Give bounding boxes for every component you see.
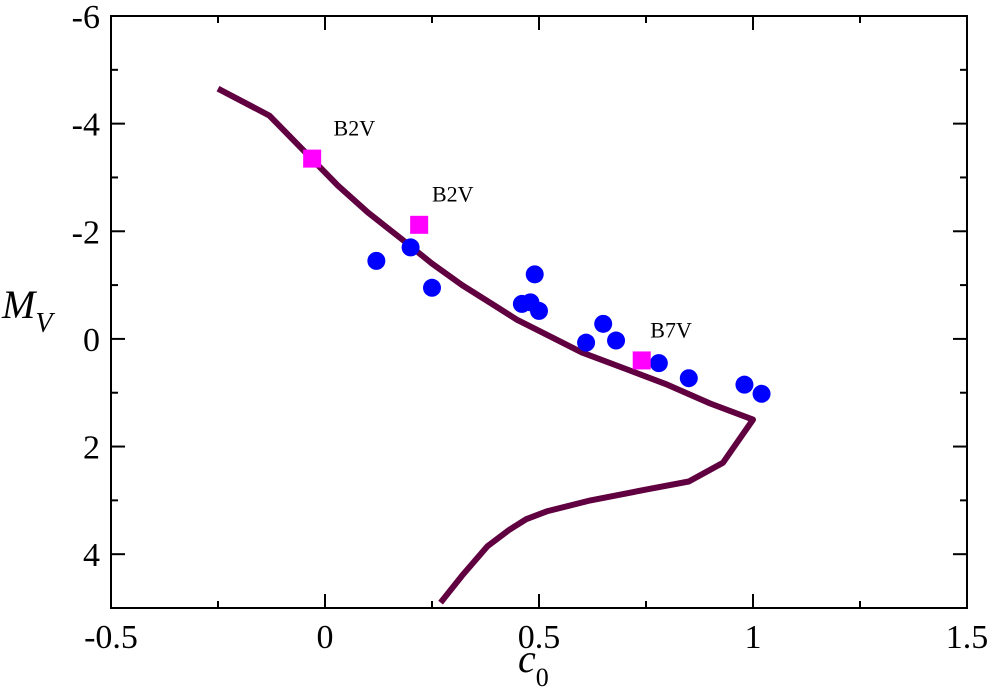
y-axis-title-main: M [1, 282, 38, 327]
x-tick-labels: -0.5 0 0.5 1 1.5 [84, 619, 988, 656]
y-tick-label: -4 [72, 107, 100, 144]
y-tick-label: -2 [72, 214, 100, 251]
x-axis-title: c0 [518, 636, 549, 692]
axis-ticks [110, 15, 968, 609]
star-point [594, 314, 613, 333]
x-axis-title-sub: 0 [536, 663, 549, 692]
star-point [530, 301, 548, 320]
standard-star-square [632, 351, 651, 370]
y-tick-label: 2 [83, 430, 100, 467]
y-tick-label: 4 [83, 537, 100, 574]
spectral-type-annotation: B7V [650, 317, 692, 342]
y-axis-title: MV [1, 282, 55, 339]
series-lines [216, 86, 756, 605]
star-point [525, 265, 544, 284]
zams-curve-line [216, 86, 756, 605]
x-tick-label: 0 [317, 619, 334, 656]
y-tick-label: -6 [72, 0, 100, 36]
star-point [679, 369, 698, 388]
standard-star-square [303, 149, 322, 168]
series-points [303, 149, 771, 403]
spectral-type-annotation: B2V [432, 182, 474, 207]
star-point [577, 333, 596, 352]
spectral-type-annotation: B2V [334, 115, 376, 140]
y-tick-label: 0 [83, 322, 100, 359]
x-tick-label: 1 [745, 619, 762, 656]
standard-star-square [410, 215, 429, 234]
y-tick-labels: -6 -4 -2 0 2 4 [72, 0, 100, 574]
star-point [649, 354, 668, 373]
x-tick-label: 0.5 [518, 619, 561, 656]
star-point [423, 278, 441, 297]
y-axis-title-sub: V [35, 308, 55, 339]
x-axis-title-main: c [518, 636, 536, 681]
star-point [401, 238, 420, 257]
x-tick-label: -0.5 [84, 619, 138, 656]
star-point [752, 384, 771, 403]
star-point [367, 251, 386, 270]
star-point [735, 375, 754, 394]
star-point [607, 331, 626, 350]
x-tick-label: 1.5 [946, 619, 989, 656]
annotations: B2V B2V B7V [334, 115, 692, 342]
